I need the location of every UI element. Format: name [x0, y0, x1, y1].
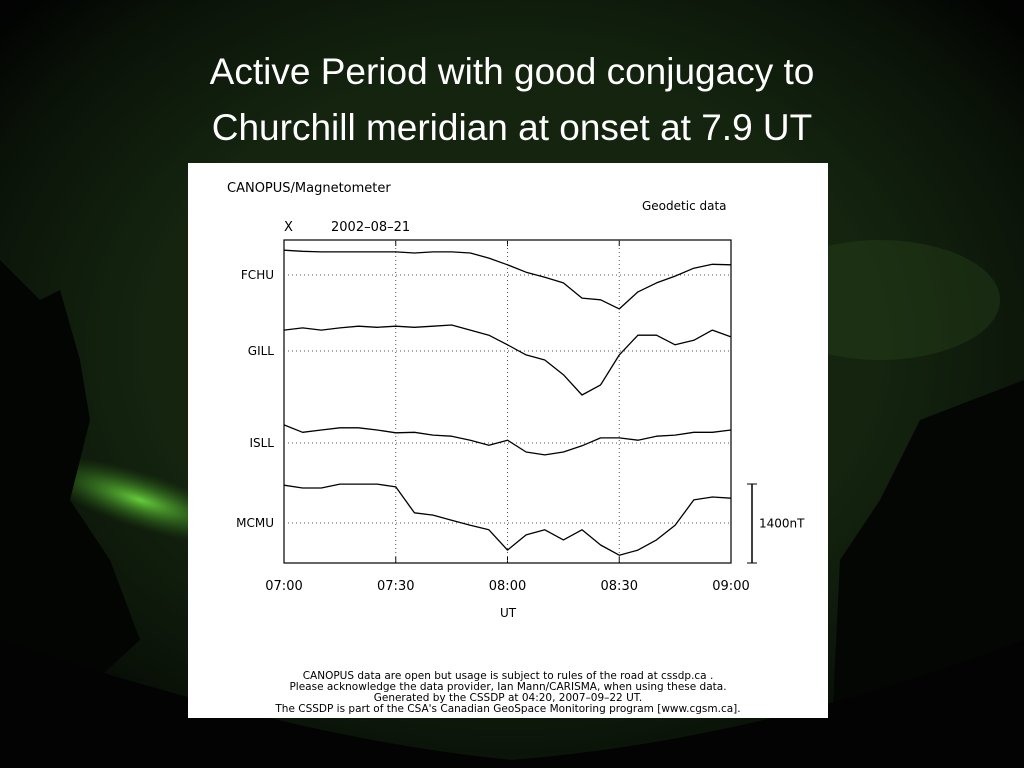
x-tick-label: 09:00 — [712, 579, 749, 594]
slide-title-line: Churchill meridian at onset at 7.9 UT — [212, 107, 813, 148]
slide-title-line: Active Period with good conjugacy to — [210, 51, 815, 92]
series-line — [283, 249, 732, 310]
footer-line: CANOPUS data are open but usage is subje… — [303, 670, 714, 682]
series-label: ISLL — [249, 436, 274, 450]
chart-title: CANOPUS/Magnetometer — [227, 181, 391, 196]
footer-line: Please acknowledge the data provider, Ia… — [289, 681, 726, 693]
x-tick-label: 08:00 — [489, 579, 526, 594]
chart-subtitle: Geodetic data — [642, 199, 727, 213]
footer-line: The CSSDP is part of the CSA's Canadian … — [274, 703, 740, 715]
x-axis-label: UT — [500, 606, 517, 620]
footer-line: Generated by the CSSDP at 04:20, 2007–09… — [374, 692, 643, 704]
chart: CANOPUS/Magnetometer Geodetic data X 200… — [188, 163, 828, 718]
x-tick-label: 07:00 — [265, 579, 302, 594]
series-label: FCHU — [241, 268, 274, 282]
series-line — [283, 424, 732, 456]
component-label: X — [284, 220, 293, 235]
series-label: GILL — [248, 344, 275, 358]
series-line — [283, 324, 732, 396]
series-label: MCMU — [236, 516, 274, 530]
date-label: 2002–08–21 — [331, 220, 410, 235]
trees-left — [0, 260, 140, 768]
scale-bar-label: 1400nT — [759, 517, 805, 531]
ground — [0, 640, 1024, 768]
series-line — [283, 483, 732, 556]
x-tick-label: 08:30 — [601, 579, 638, 594]
x-tick-label: 07:30 — [377, 579, 414, 594]
